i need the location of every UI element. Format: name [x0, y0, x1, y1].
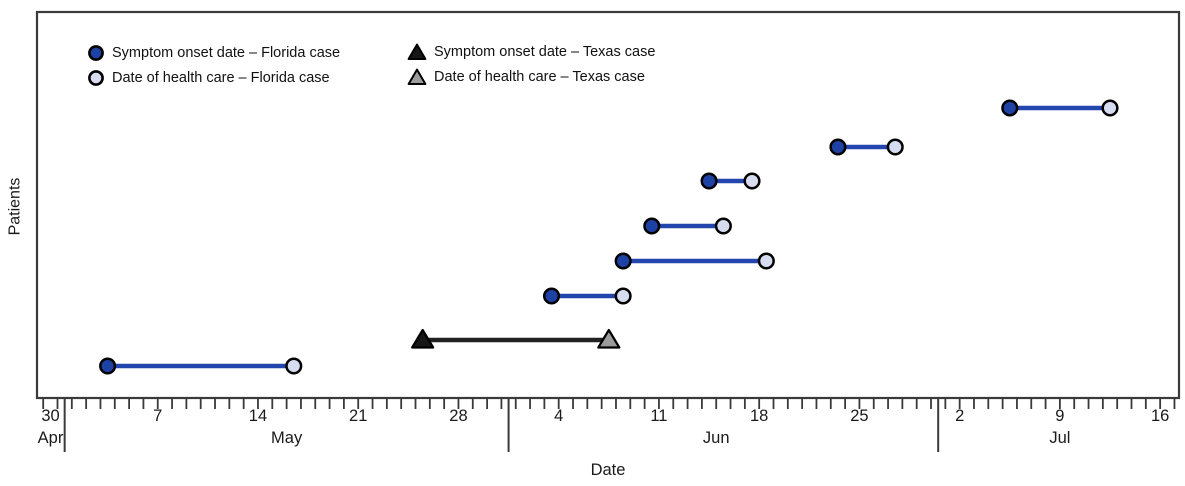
x-tick-label: 9: [1055, 407, 1064, 425]
x-tick-label: 16: [1151, 407, 1169, 425]
health-care-marker-florida: [886, 138, 904, 156]
symptom-onset-marker-florida: [829, 138, 847, 156]
x-tick-label: 21: [349, 407, 367, 425]
x-tick-label: 4: [554, 407, 563, 425]
open-circle-icon: [88, 70, 104, 86]
legend-marker-shape: [407, 68, 427, 85]
legend-item-health-care-texas: Date of health care – Texas case: [407, 68, 655, 86]
gray-triangle-icon: [407, 68, 427, 85]
symptom-onset-marker-florida: [700, 172, 718, 190]
symptom-onset-marker-florida: [99, 357, 117, 375]
x-tick-label: 11: [650, 407, 667, 425]
y-axis-title: Patients: [6, 177, 24, 236]
legend-marker-shape: [88, 70, 104, 86]
x-tick-label: 30: [41, 407, 59, 425]
legend-marker-shape: [407, 43, 427, 60]
legend-label: Symptom onset date – Texas case: [434, 44, 656, 60]
legend-label: Symptom onset date – Florida case: [112, 45, 341, 61]
health-care-marker-florida: [714, 217, 732, 235]
legend-label: Date of health care – Florida case: [112, 70, 330, 86]
health-care-marker-texas: [597, 328, 621, 349]
symptom-onset-marker-texas: [411, 328, 435, 349]
x-tick-label: 25: [850, 407, 868, 425]
legend-label: Date of health care – Texas case: [434, 69, 645, 85]
x-month-label: Jun: [703, 429, 730, 447]
health-care-marker-florida: [743, 172, 761, 190]
x-month-label: May: [271, 429, 303, 447]
x-month-label: Jul: [1049, 429, 1070, 447]
x-month-label: Apr: [38, 429, 64, 447]
health-care-marker-florida: [757, 252, 775, 270]
legend-item-symptom-onset-texas: Symptom onset date – Texas case: [407, 43, 655, 61]
symptom-onset-marker-florida: [643, 217, 661, 235]
x-tick-label: 2: [955, 407, 964, 425]
health-care-marker-florida: [285, 357, 303, 375]
filled-circle-icon: [88, 45, 104, 61]
chart-legend-column-florida: Symptom onset date – Florida case Date o…: [87, 44, 340, 87]
plot-frame: [35, 10, 1181, 400]
x-tick-label: 7: [153, 407, 162, 425]
x-tick-label: 18: [750, 407, 768, 425]
x-tick-label: 28: [449, 407, 467, 425]
symptom-onset-marker-florida: [614, 252, 632, 270]
x-tick-label: 14: [249, 407, 267, 425]
health-care-marker-florida: [614, 287, 632, 305]
legend-item-symptom-onset-florida: Symptom onset date – Florida case: [87, 44, 340, 62]
health-care-marker-florida: [1101, 99, 1119, 117]
x-axis-title: Date: [590, 461, 626, 479]
symptom-onset-marker-florida: [542, 287, 561, 305]
chart-legend-column-texas: Symptom onset date – Texas case Date of …: [407, 43, 655, 86]
symptom-onset-marker-florida: [1001, 99, 1019, 117]
legend-item-health-care-florida: Date of health care – Florida case: [87, 69, 340, 87]
filled-triangle-icon: [407, 43, 427, 60]
legend-marker-shape: [88, 45, 104, 61]
